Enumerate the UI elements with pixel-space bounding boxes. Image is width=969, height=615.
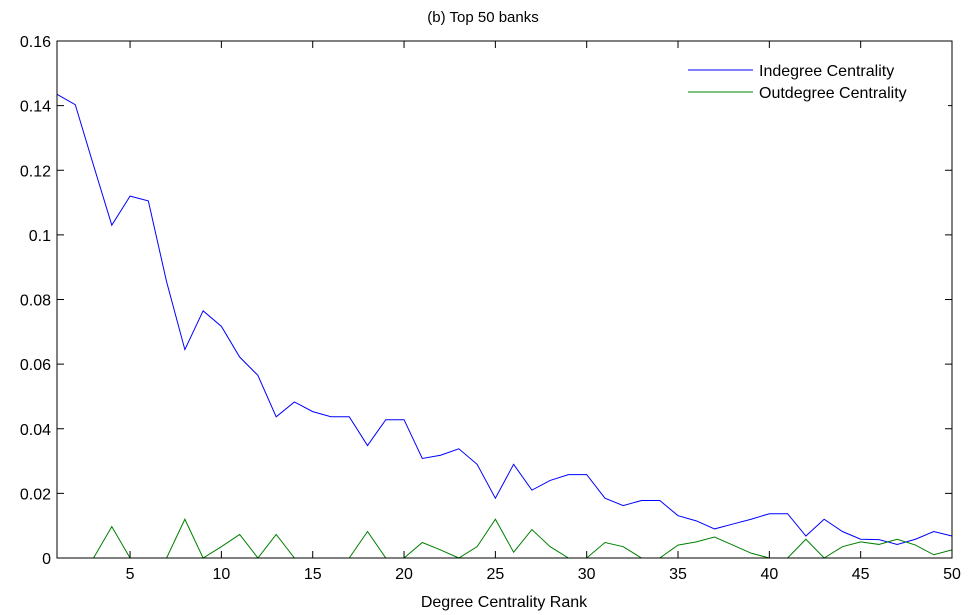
y-tick-label: 0.08 [20,293,51,310]
x-tick-label: 15 [304,566,322,583]
x-tick-label: 40 [760,566,778,583]
legend-label-outdegree: Outdegree Centrality [759,85,907,102]
x-tick-label: 5 [126,566,135,583]
legend-label-indegree: Indegree Centrality [759,63,894,80]
x-tick-label: 35 [669,566,687,583]
legend-box [680,55,948,107]
y-tick-label: 0.12 [20,163,51,180]
x-axis-label: Degree Centrality Rank [421,594,588,611]
y-tick-label: 0.16 [20,34,51,51]
series-layer [56,93,953,559]
x-tick-label: 50 [943,566,961,583]
chart-title: (b) Top 50 banks [427,9,538,26]
legend: Indegree Centrality Outdegree Centrality [680,55,948,107]
y-tick-label: 0.1 [29,228,51,245]
x-tick-label: 20 [395,566,413,583]
y-tick-label: 0 [42,551,51,568]
y-tick-label: 0.02 [20,486,51,503]
series-line-outdegree-centrality [57,518,953,559]
y-tick-label: 0.14 [20,99,51,116]
y-tick-label: 0.06 [20,357,51,374]
tick-layer: 5 10 15 20 25 30 35 40 45 50 0 0.02 0.04 0.06 0.08 0.1 0… [20,34,961,583]
x-tick-label: 10 [212,566,230,583]
x-tick-label: 30 [578,566,596,583]
x-tick-label: 45 [852,566,870,583]
series-line-indegree-centrality [56,93,953,545]
y-tick-label: 0.04 [20,422,51,439]
x-tick-label: 25 [486,566,504,583]
